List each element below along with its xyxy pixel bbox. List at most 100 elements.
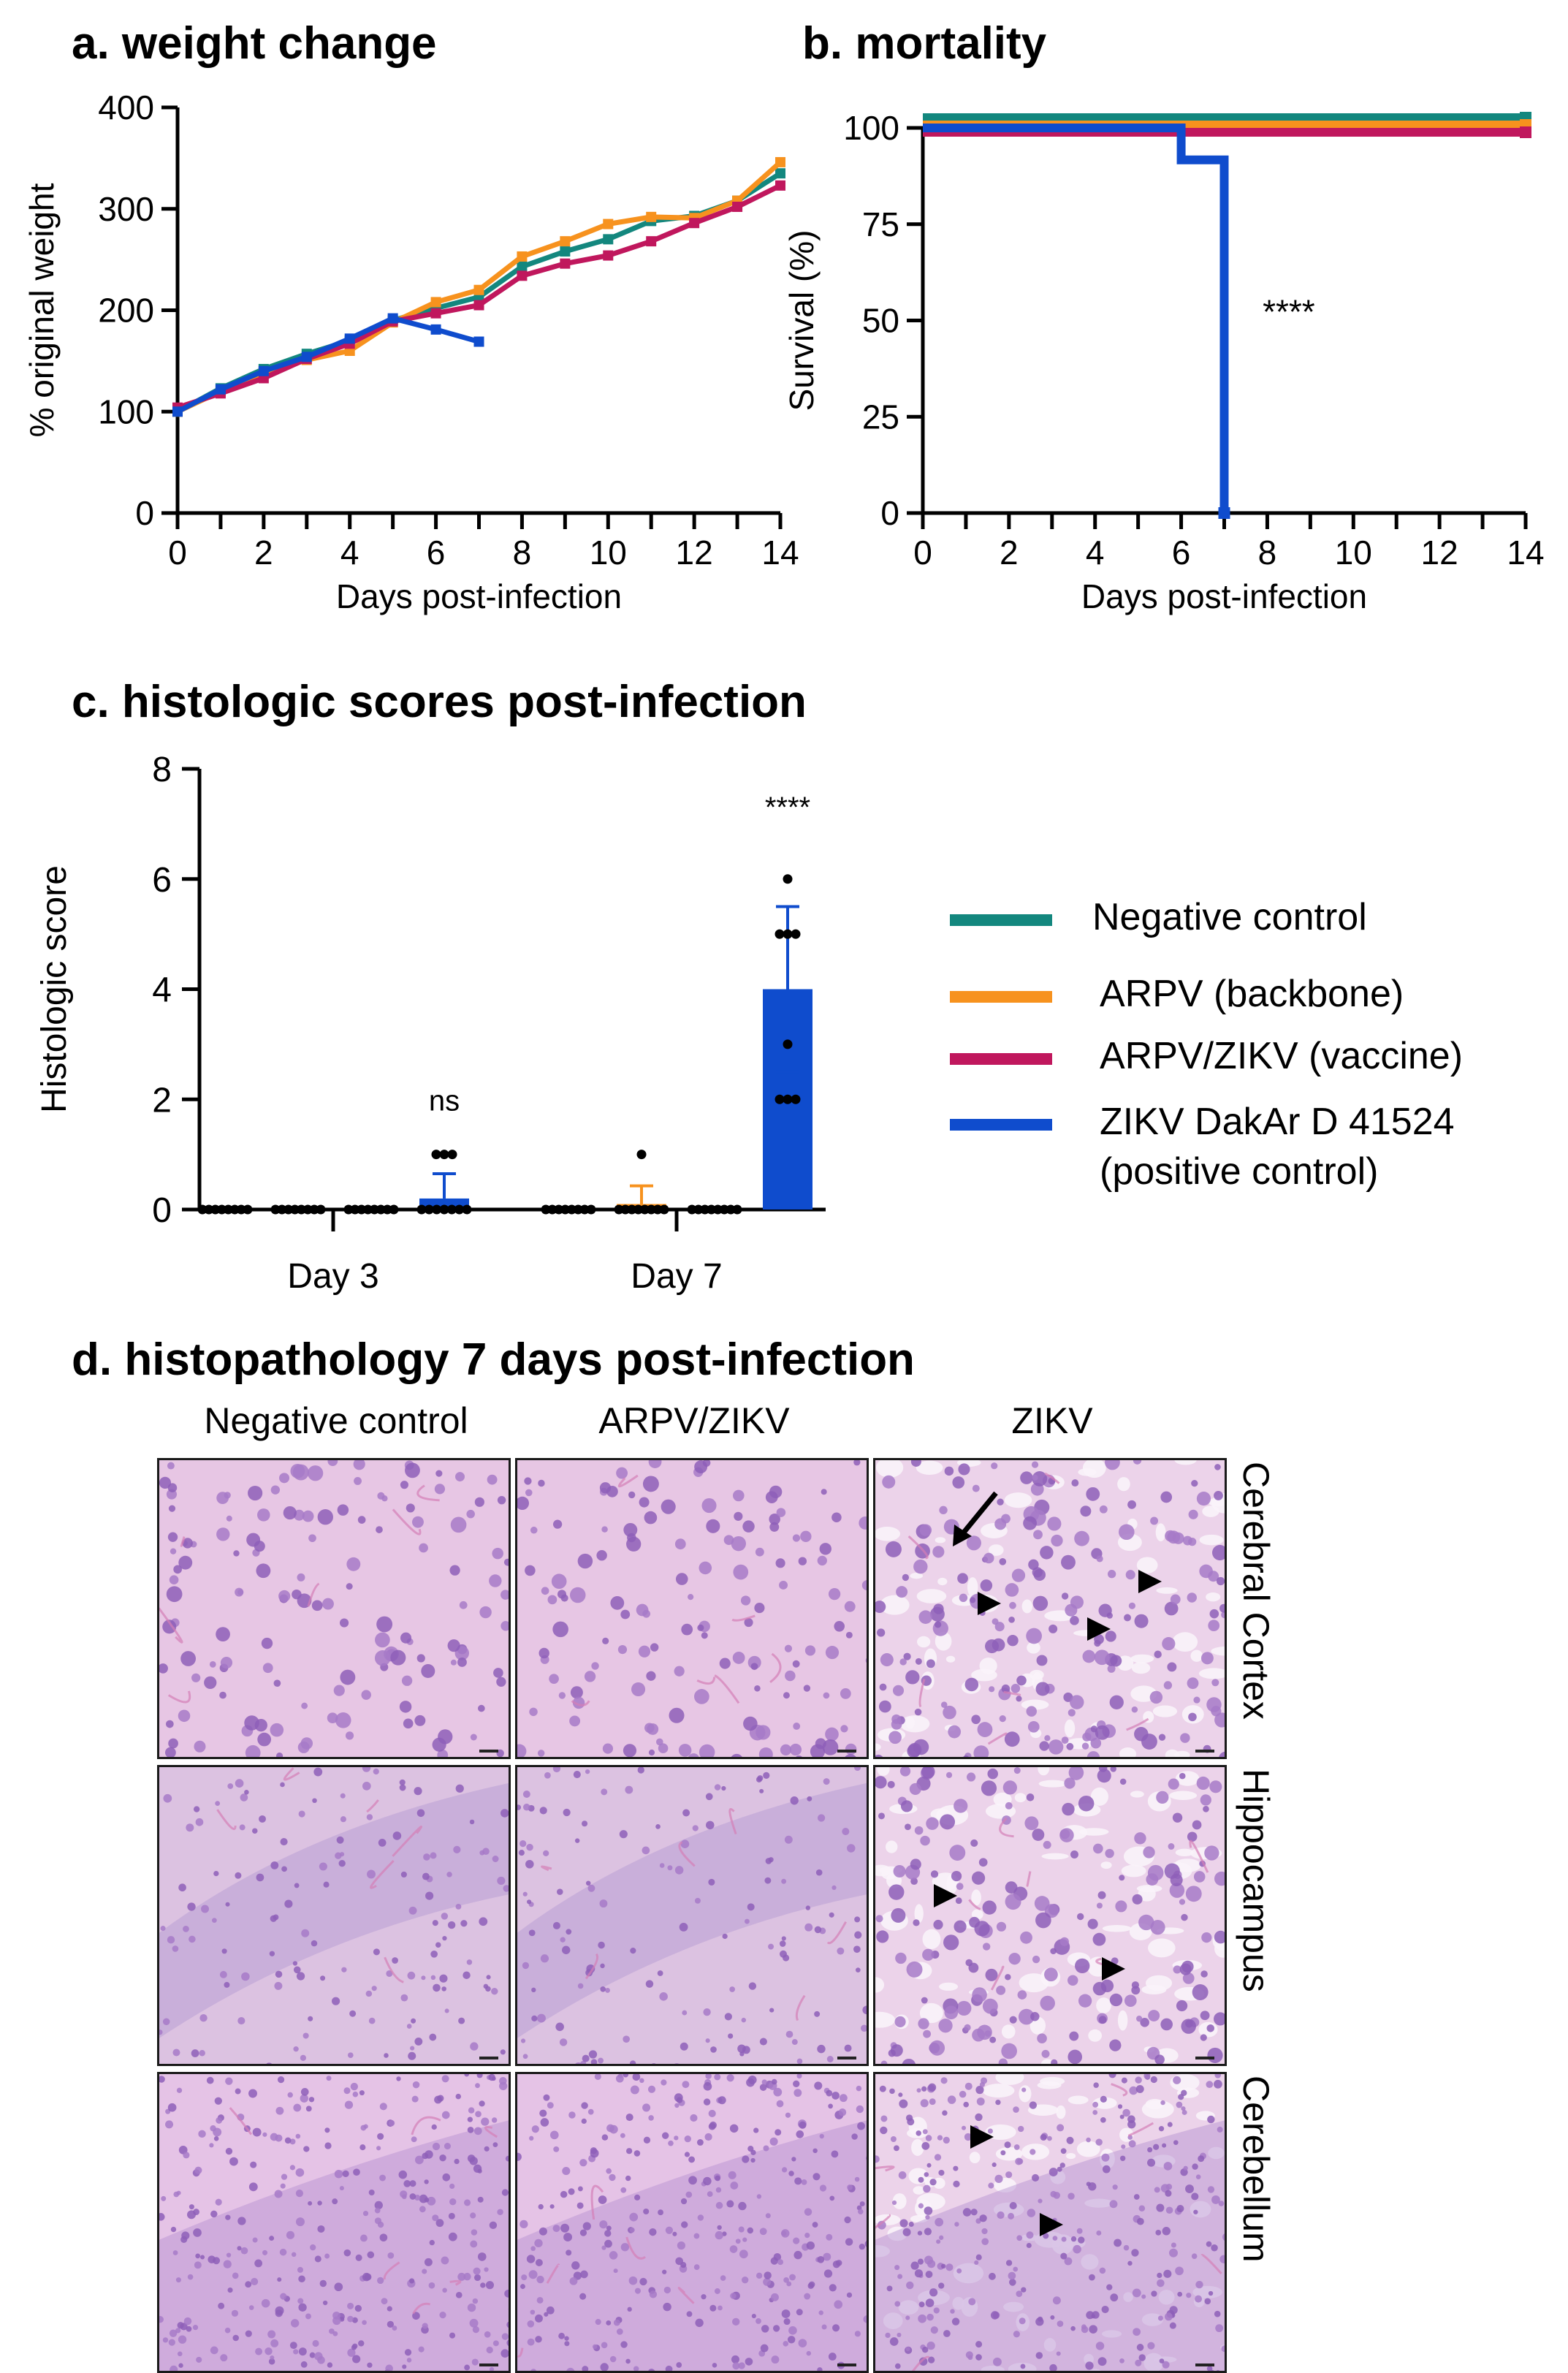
cell-nucleus [404, 2349, 412, 2356]
cell-nucleus [346, 1557, 361, 1571]
cell-nucleus [387, 2320, 395, 2328]
cell-nucleus [270, 2133, 278, 2141]
vacuole [1156, 1587, 1178, 1594]
cell-nucleus [899, 1658, 907, 1666]
cell-nucleus [714, 2288, 720, 2294]
cell-nucleus [800, 1530, 812, 1542]
cell-nucleus [1218, 2201, 1225, 2206]
cell-nucleus [944, 2005, 959, 2020]
cell-nucleus [744, 1618, 753, 1628]
cell-nucleus [536, 2064, 543, 2066]
cell-nucleus [161, 2195, 167, 2201]
data-point [462, 1204, 472, 1215]
cell-nucleus [501, 1809, 509, 1818]
cell-nucleus [701, 1632, 708, 1639]
cell-nucleus [891, 1714, 902, 1724]
scale-bar [1195, 1750, 1214, 1753]
vessel [990, 1965, 1005, 1991]
cell-nucleus [923, 2030, 932, 2038]
cell-nucleus [1024, 1816, 1039, 1831]
cell-nucleus [1204, 2298, 1211, 2305]
cell-nucleus [280, 2293, 287, 2300]
vacuole [979, 1658, 997, 1674]
cell-nucleus [1181, 2109, 1187, 2115]
cell-nucleus [257, 1732, 272, 1747]
vacuole [1136, 1557, 1158, 1573]
cell-nucleus [899, 2219, 908, 2228]
cell-nucleus [658, 1743, 669, 1753]
cell-nucleus [770, 2293, 779, 2301]
cell-nucleus [267, 2330, 276, 2339]
cell-nucleus [298, 2347, 307, 2356]
cell-nucleus [223, 2260, 232, 2268]
cell-nucleus [1069, 2031, 1079, 2041]
cell-nucleus [1207, 2186, 1215, 2193]
cell-nucleus [432, 1737, 446, 1752]
cell-nucleus [1096, 2230, 1102, 2236]
cell-nucleus [948, 1725, 962, 1739]
y-tick-label: 75 [862, 205, 899, 243]
cell-nucleus [453, 1845, 461, 1853]
cell-nucleus [1052, 2296, 1061, 2305]
cell-nucleus [1004, 1731, 1020, 1747]
cell-nucleus [1027, 2209, 1036, 2217]
cell-nucleus [785, 1670, 796, 1682]
cell-nucleus [987, 1768, 998, 1780]
cell-nucleus [1086, 2182, 1091, 2187]
cell-nucleus [1179, 1963, 1192, 1975]
cell-nucleus [447, 1639, 460, 1652]
cell-nucleus [938, 2019, 953, 2033]
vessel [795, 1994, 806, 2021]
cell-nucleus [998, 2058, 1008, 2064]
cell-nucleus [879, 1683, 887, 1691]
cell-nucleus [1016, 2158, 1024, 2165]
cell-nucleus [374, 2217, 382, 2225]
row-label-cerebellum: Cerebellum [1236, 2076, 1276, 2263]
cell-nucleus [367, 2362, 373, 2368]
cell-nucleus [832, 2324, 840, 2332]
cell-nucleus [918, 1610, 933, 1624]
cell-nucleus [1134, 1832, 1146, 1845]
cell-nucleus [279, 1473, 290, 1484]
cell-nucleus [826, 2233, 833, 2241]
cell-nucleus [501, 2333, 509, 2340]
cell-nucleus [697, 1624, 704, 1631]
cell-nucleus [390, 1649, 406, 1666]
cell-nucleus [875, 2155, 880, 2163]
cell-nucleus [1030, 2012, 1040, 2021]
cell-nucleus [783, 2318, 791, 2325]
cell-nucleus [921, 2346, 929, 2353]
cell-nucleus [688, 2156, 696, 2163]
cell-nucleus [963, 2101, 970, 2108]
cell-nucleus [536, 2297, 544, 2304]
cell-nucleus [195, 1818, 204, 1826]
cell-nucleus [559, 2038, 568, 2046]
legend-label-line2: (positive control) [1100, 1150, 1379, 1193]
cell-nucleus [178, 2363, 183, 2368]
cell-nucleus [331, 1997, 340, 2005]
cell-nucleus [720, 2275, 726, 2281]
cell-nucleus [616, 1467, 628, 1479]
cell-nucleus [1162, 2143, 1167, 2148]
cell-nucleus [1157, 2279, 1165, 2287]
cell-nucleus [1056, 2351, 1061, 2356]
cell-nucleus [345, 1731, 354, 1740]
cell-nucleus [414, 2038, 423, 2046]
cell-nucleus [620, 2341, 628, 2348]
cell-nucleus [899, 2099, 908, 2108]
vessel [826, 1921, 847, 1945]
cell-nucleus [877, 2220, 886, 2230]
cell-nucleus [637, 1767, 644, 1774]
cell-nucleus [1032, 1474, 1038, 1481]
cell-nucleus [769, 1522, 780, 1532]
cell-nucleus [1136, 2344, 1144, 2351]
micrograph-cerebellum-zikv [873, 2072, 1227, 2373]
cell-nucleus [730, 2293, 737, 2299]
cell-nucleus [588, 2050, 598, 2059]
data-point-zikv-positive [430, 324, 441, 335]
data-point [732, 1204, 742, 1215]
cell-nucleus [991, 1462, 998, 1470]
cell-nucleus [594, 2074, 601, 2081]
cell-nucleus [159, 2213, 165, 2221]
cell-nucleus [935, 2217, 944, 2227]
